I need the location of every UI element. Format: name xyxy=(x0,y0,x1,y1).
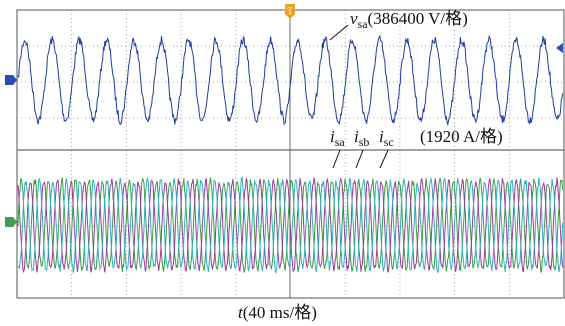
subscript: sc xyxy=(384,135,394,149)
time-label: t(40 ms/格) xyxy=(238,303,317,322)
subscript: sb xyxy=(359,135,370,149)
scale: (386400 V/格) xyxy=(368,9,468,28)
current-scale: (1920 A/格) xyxy=(420,127,503,146)
scale: (40 ms/格) xyxy=(243,303,317,322)
oscilloscope-screen: T vsa(386400 V/格) isa isb isc (1920 A/格)… xyxy=(0,0,565,326)
channel-2-marker xyxy=(5,217,17,227)
channel-1-marker xyxy=(5,75,17,85)
subscript: sa xyxy=(335,135,346,149)
voltage-label: vsa(386400 V/格) xyxy=(350,9,468,31)
trigger-letter: T xyxy=(287,6,293,16)
